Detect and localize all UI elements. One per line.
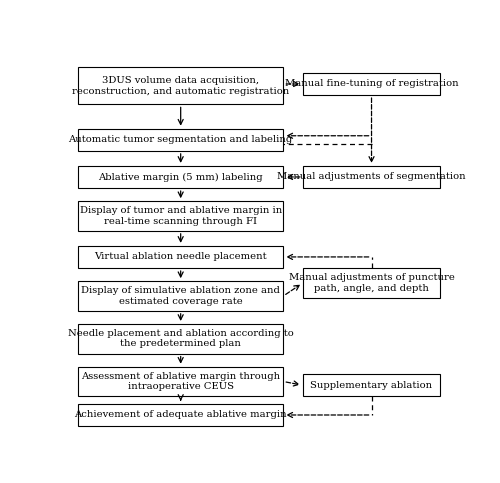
FancyBboxPatch shape [303, 73, 440, 95]
Text: Manual adjustments of segmentation: Manual adjustments of segmentation [277, 172, 466, 182]
FancyBboxPatch shape [303, 374, 440, 397]
Text: 3DUS volume data acquisition,
reconstruction, and automatic registration: 3DUS volume data acquisition, reconstruc… [72, 76, 290, 96]
Text: Display of tumor and ablative margin in
real-time scanning through FI: Display of tumor and ablative margin in … [80, 206, 282, 226]
Text: Manual adjustments of puncture
path, angle, and depth: Manual adjustments of puncture path, ang… [288, 273, 454, 293]
Text: Needle placement and ablation according to
the predetermined plan: Needle placement and ablation according … [68, 329, 294, 348]
Text: Display of simulative ablation zone and
estimated coverage rate: Display of simulative ablation zone and … [81, 286, 280, 306]
Text: Manual fine-tuning of registration: Manual fine-tuning of registration [284, 80, 459, 88]
Text: Ablative margin (5 mm) labeling: Ablative margin (5 mm) labeling [98, 172, 263, 182]
Text: Achievement of adequate ablative margin: Achievement of adequate ablative margin [74, 411, 287, 420]
Text: Automatic tumor segmentation and labeling: Automatic tumor segmentation and labelin… [68, 135, 293, 144]
FancyBboxPatch shape [303, 166, 440, 188]
FancyBboxPatch shape [78, 246, 284, 268]
Text: Supplementary ablation: Supplementary ablation [310, 381, 432, 390]
FancyBboxPatch shape [303, 268, 440, 298]
Text: Virtual ablation needle placement: Virtual ablation needle placement [94, 253, 267, 261]
FancyBboxPatch shape [78, 404, 284, 426]
FancyBboxPatch shape [78, 67, 284, 104]
FancyBboxPatch shape [78, 201, 284, 231]
FancyBboxPatch shape [78, 324, 284, 354]
FancyBboxPatch shape [78, 166, 284, 188]
Text: Assessment of ablative margin through
intraoperative CEUS: Assessment of ablative margin through in… [81, 372, 280, 391]
FancyBboxPatch shape [78, 281, 284, 311]
FancyBboxPatch shape [78, 367, 284, 397]
FancyBboxPatch shape [78, 128, 284, 151]
